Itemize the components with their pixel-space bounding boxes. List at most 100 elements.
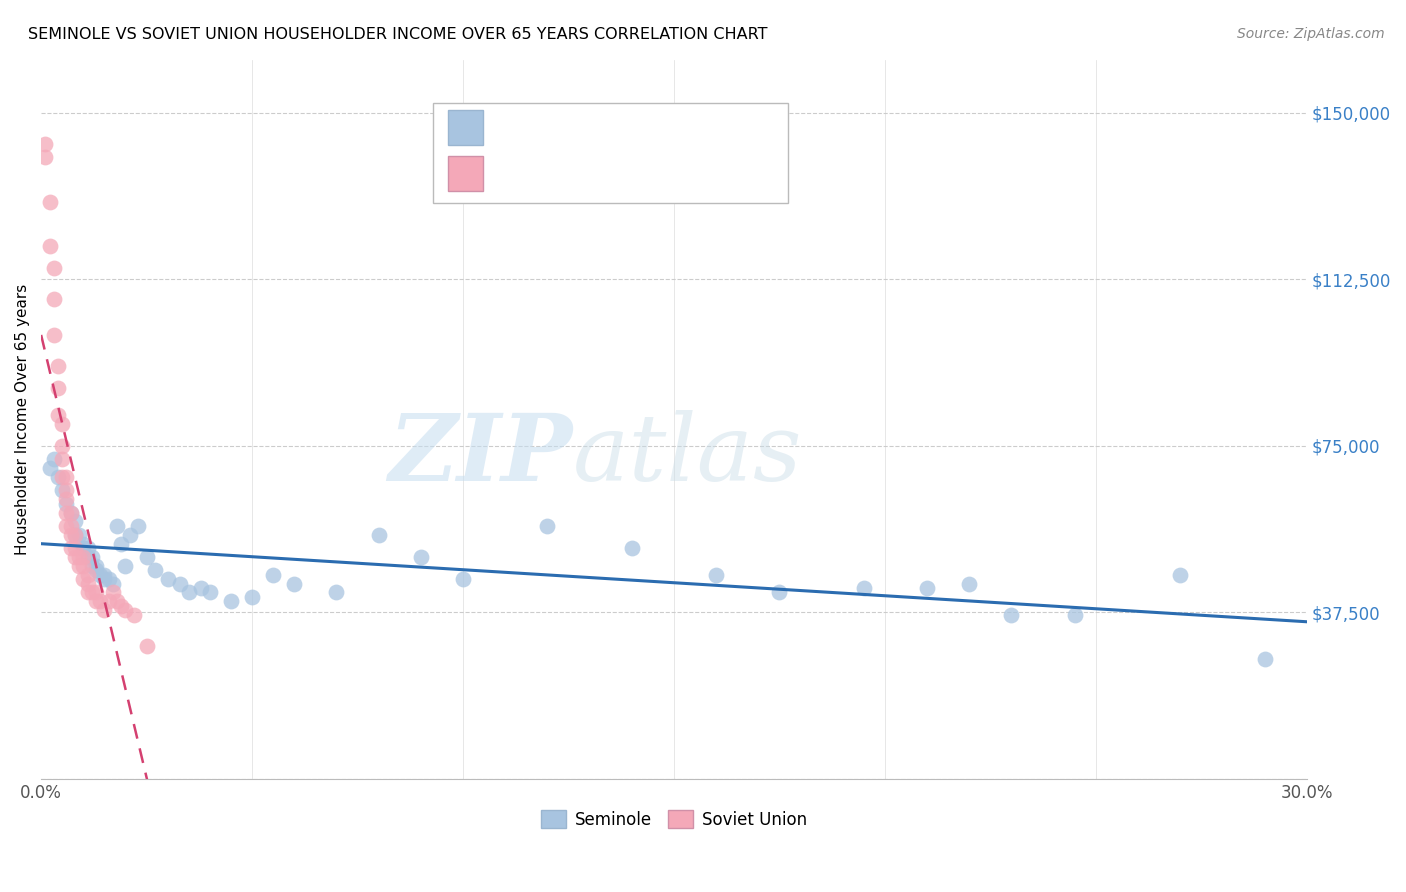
Point: [80, 585, 103, 599]
Point: [42, 327, 65, 342]
Point: [84, 558, 107, 573]
Point: [59, 506, 82, 520]
Point: [63, 541, 86, 555]
Point: [84, 594, 107, 608]
Point: [55, 492, 77, 507]
Point: [55, 518, 77, 533]
Point: [76, 549, 98, 564]
Point: [114, 603, 136, 617]
Point: [1253, 652, 1275, 666]
Point: [55, 483, 77, 498]
Point: [409, 549, 432, 564]
Point: [51, 470, 73, 484]
Point: [105, 594, 128, 608]
Point: [67, 558, 90, 573]
Text: Source: ZipAtlas.com: Source: ZipAtlas.com: [1237, 27, 1385, 41]
Point: [97, 594, 120, 608]
Point: [46, 381, 69, 395]
Point: [190, 581, 212, 595]
Point: [240, 590, 263, 604]
Point: [76, 576, 98, 591]
Point: [1063, 607, 1085, 622]
Point: [76, 585, 98, 599]
Point: [76, 541, 98, 555]
Point: [135, 639, 157, 653]
Point: [704, 567, 727, 582]
Point: [51, 417, 73, 431]
Point: [89, 567, 111, 582]
Point: [72, 558, 94, 573]
Point: [38, 239, 60, 253]
Point: [63, 515, 86, 529]
Point: [283, 576, 305, 591]
Point: [156, 572, 179, 586]
Point: [59, 541, 82, 555]
Point: [93, 603, 115, 617]
Point: [59, 506, 82, 520]
Point: [55, 470, 77, 484]
Point: [367, 527, 389, 541]
Text: atlas: atlas: [572, 410, 803, 500]
Point: [89, 594, 111, 608]
Point: [46, 470, 69, 484]
Point: [957, 576, 980, 591]
Point: [63, 527, 86, 541]
Point: [46, 359, 69, 373]
Point: [63, 549, 86, 564]
Point: [42, 452, 65, 467]
Point: [55, 497, 77, 511]
Point: [143, 563, 166, 577]
Point: [101, 585, 124, 599]
Point: [169, 576, 191, 591]
Point: [51, 483, 73, 498]
Point: [262, 567, 284, 582]
Text: ZIP: ZIP: [388, 410, 572, 500]
Point: [536, 518, 558, 533]
Point: [34, 150, 56, 164]
Point: [72, 549, 94, 564]
Point: [451, 572, 474, 586]
Point: [110, 599, 132, 613]
Point: [219, 594, 242, 608]
Point: [34, 136, 56, 151]
Point: [63, 527, 86, 541]
Point: [76, 567, 98, 582]
Point: [59, 527, 82, 541]
Text: SEMINOLE VS SOVIET UNION HOUSEHOLDER INCOME OVER 65 YEARS CORRELATION CHART: SEMINOLE VS SOVIET UNION HOUSEHOLDER INC…: [28, 27, 768, 42]
Point: [46, 408, 69, 422]
Point: [51, 439, 73, 453]
Y-axis label: Householder Income Over 65 years: Householder Income Over 65 years: [15, 284, 30, 555]
Point: [101, 576, 124, 591]
Point: [38, 194, 60, 209]
Point: [620, 541, 643, 555]
Point: [105, 518, 128, 533]
Point: [118, 527, 141, 541]
Point: [84, 585, 107, 599]
Point: [127, 518, 149, 533]
Point: [80, 558, 103, 573]
Point: [122, 607, 145, 622]
Point: [72, 536, 94, 550]
Point: [915, 581, 938, 595]
Point: [67, 549, 90, 564]
Point: [67, 527, 90, 541]
Legend: Seminole, Soviet Union: Seminole, Soviet Union: [534, 804, 814, 835]
Point: [80, 549, 103, 564]
Point: [42, 293, 65, 307]
Point: [768, 585, 790, 599]
Point: [93, 567, 115, 582]
Point: [110, 536, 132, 550]
Point: [1000, 607, 1022, 622]
Point: [72, 541, 94, 555]
Point: [84, 563, 107, 577]
Point: [852, 581, 875, 595]
Point: [325, 585, 347, 599]
Point: [72, 572, 94, 586]
Point: [38, 461, 60, 475]
Point: [97, 572, 120, 586]
Point: [135, 549, 157, 564]
Point: [59, 518, 82, 533]
Point: [93, 572, 115, 586]
Point: [51, 452, 73, 467]
Point: [42, 261, 65, 276]
